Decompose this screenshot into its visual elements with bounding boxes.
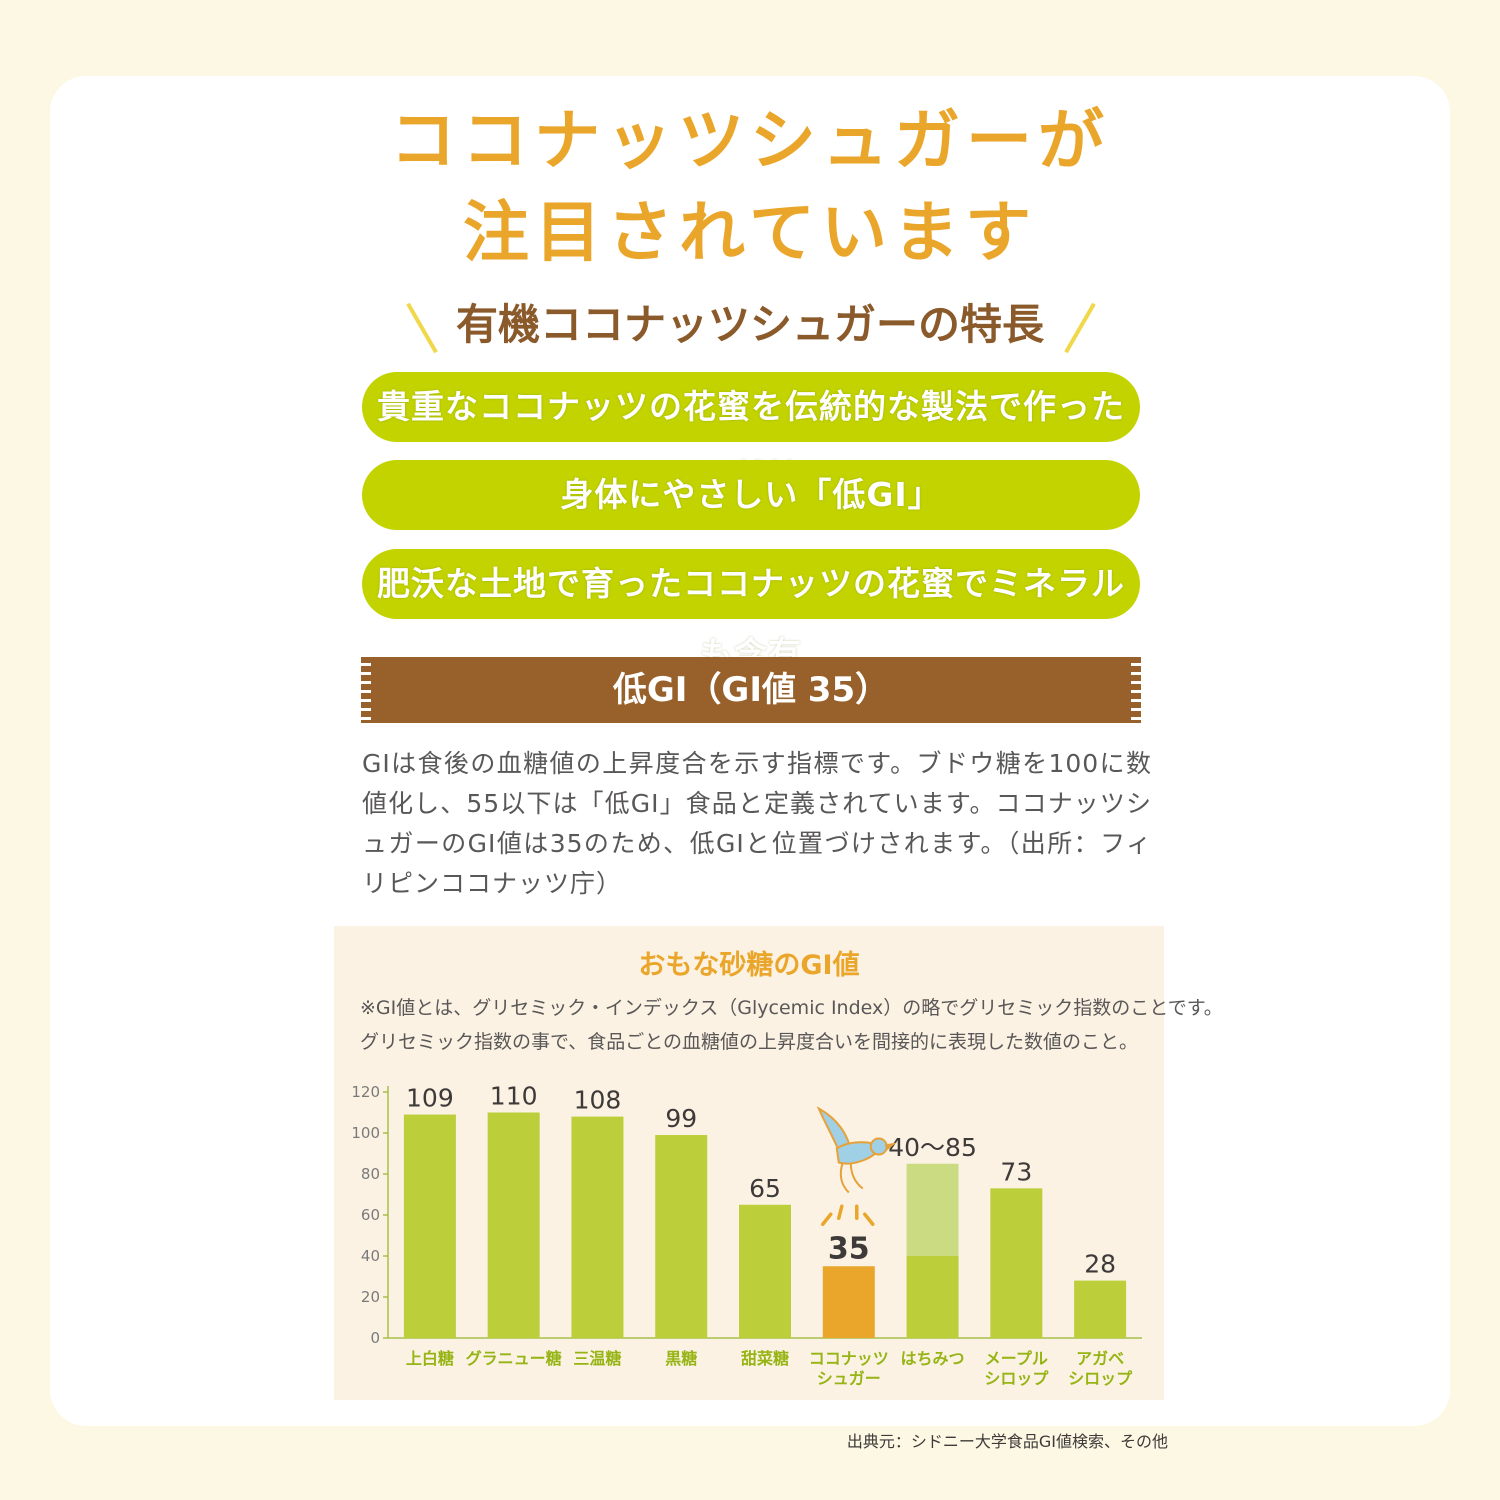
bar-value-label: 28 (1084, 1250, 1116, 1279)
feature-pill-minerals: 肥沃な土地で育ったココナッツの花蜜でミネラルも含有 (362, 549, 1140, 673)
chart-note-2: グリセミック指数の事で、食品ごとの血糖値の上昇度合いを間接的に表現した数値のこと… (360, 1031, 1139, 1053)
bar-1 (403, 1114, 456, 1338)
bar-value-label: 110 (490, 1082, 538, 1111)
sparkle-icon (863, 1212, 875, 1226)
features-heading: 有機ココナッツシュガーの特長 (455, 300, 1044, 349)
feature-pill-natural-sugar: 貴重なココナッツの花蜜を伝統的な製法で作った天然糖 (362, 372, 1140, 496)
y-tick-label: 20 (361, 1288, 380, 1306)
low-gi-banner: 低GI（GI値 35） (361, 657, 1141, 723)
y-tick-label: 100 (351, 1124, 380, 1142)
category-label: 上白糖 (406, 1349, 454, 1368)
bar-4 (655, 1135, 708, 1338)
page-title-line-2: 注目されています (462, 194, 1038, 271)
gi-bar-chart: 0 20 40 60 80 100 120 109 上白糖 110 グラニュー糖 108 三温糖 99 黒糖… (351, 1082, 1142, 1388)
sparkle-icon (837, 1204, 844, 1220)
y-tick-label: 120 (351, 1083, 380, 1101)
bird-illustration-icon (816, 1106, 897, 1194)
category-label: シロップ (984, 1369, 1049, 1388)
bar-3 (571, 1116, 624, 1338)
bar-value-label: 35 (828, 1231, 870, 1266)
bar-9 (1074, 1280, 1127, 1338)
bar-value-label: 65 (749, 1174, 781, 1203)
bar-value-label: 40～85 (888, 1133, 977, 1162)
page-title-line-1: ココナッツシュガーが (390, 102, 1110, 179)
sparkle-icon (821, 1212, 833, 1226)
bar-range-7 (906, 1163, 959, 1256)
bar-value-label: 109 (406, 1084, 454, 1113)
category-label: メープル (985, 1349, 1048, 1368)
category-label: 黒糖 (665, 1349, 697, 1368)
y-tick-label: 40 (361, 1247, 380, 1265)
y-tick-label: 60 (361, 1206, 380, 1224)
category-label: シロップ (1068, 1369, 1133, 1388)
gi-description: GIは食後の血糖値の上昇度合を示す指標です。ブドウ糖を100に数値化し、55以下… (362, 749, 1152, 898)
bar-2 (487, 1112, 540, 1338)
feature-pill-low-gi: 身体にやさしい「低GI」 (362, 460, 1140, 530)
category-label: 三温糖 (573, 1349, 621, 1368)
category-label: ココナッツ (809, 1349, 889, 1368)
category-label: 甜菜糖 (741, 1349, 789, 1368)
category-label: シュガー (817, 1369, 881, 1388)
bar-6 (822, 1266, 875, 1338)
bar-5 (739, 1204, 791, 1338)
bar-value-label: 73 (1000, 1157, 1032, 1186)
bar-value-label: 108 (574, 1086, 622, 1115)
source-credit: 出典元：シドニー大学食品GI値検索、その他 (846, 1432, 1168, 1451)
bar-value-label: 99 (665, 1104, 697, 1133)
y-tick-label: 0 (370, 1329, 380, 1347)
bar-8 (990, 1188, 1043, 1338)
chart-title: おもな砂糖のGI値 (638, 950, 860, 981)
chart-note-1: ※GI値とは、グリセミック・インデックス（Glycemic Index）の略でグ… (360, 997, 1223, 1019)
category-label: はちみつ (901, 1349, 965, 1368)
category-label: アガベ (1076, 1349, 1124, 1368)
bar-7 (906, 1256, 959, 1338)
y-tick-label: 80 (361, 1165, 380, 1183)
category-label: グラニュー糖 (466, 1349, 562, 1368)
